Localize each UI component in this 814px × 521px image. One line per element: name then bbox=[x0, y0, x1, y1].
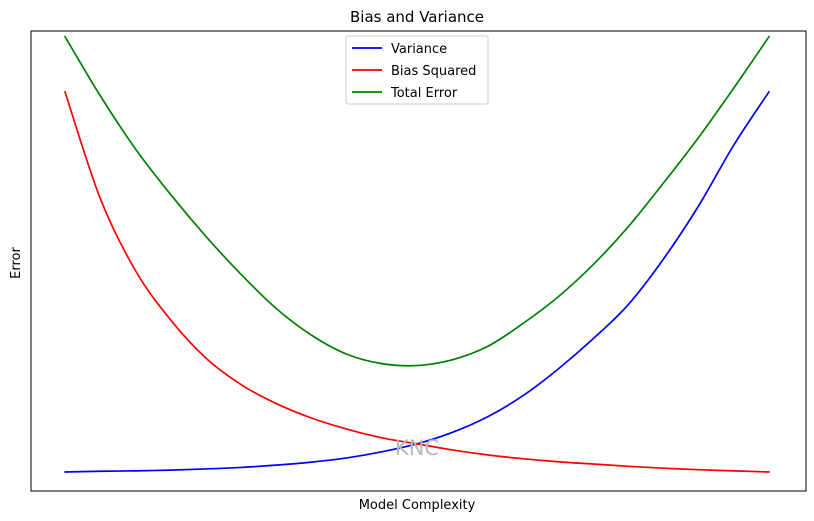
legend-label-total-error: Total Error bbox=[390, 86, 458, 101]
legend-label-bias-squared: Bias Squared bbox=[391, 64, 476, 79]
chart-title: Bias and Variance bbox=[350, 8, 484, 26]
legend: Variance Bias Squared Total Error bbox=[345, 35, 489, 105]
legend-frame bbox=[345, 35, 489, 105]
plot-annotations: KNC bbox=[395, 436, 439, 460]
series-line-bias-squared bbox=[64, 90, 770, 473]
annotation-text: KNC bbox=[395, 436, 439, 460]
x-axis-label: Model Complexity bbox=[359, 498, 476, 513]
series-line-total-error bbox=[64, 35, 770, 367]
y-axis-label: Error bbox=[9, 247, 24, 279]
plot-area-frame bbox=[30, 30, 807, 492]
plot-series bbox=[64, 35, 770, 473]
legend-label-variance: Variance bbox=[391, 42, 447, 57]
